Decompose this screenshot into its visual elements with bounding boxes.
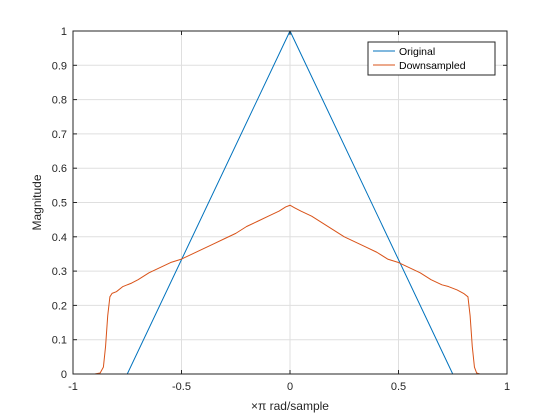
y-tick-label: 0.4: [52, 232, 67, 244]
x-tick-label: 1: [504, 381, 510, 393]
y-tick-label: 0.2: [52, 300, 67, 312]
legend-label: Original: [399, 46, 435, 58]
y-tick-label: 0.3: [52, 266, 67, 278]
y-tick-label: 0.9: [52, 60, 67, 72]
legend-box: [367, 41, 496, 76]
y-tick-label: 1: [61, 26, 67, 38]
ticks: [72, 30, 508, 375]
y-tick-label: 0.5: [52, 198, 67, 210]
y-axis-label: Magnitude: [30, 174, 44, 230]
series-line-downsampled: [73, 204, 507, 375]
y-tick-label: 0.7: [52, 129, 67, 141]
x-tick-label: -0.5: [172, 381, 191, 393]
legend-label: Downsampled: [399, 60, 466, 72]
x-tick-label: 0: [287, 381, 293, 393]
y-tick-label: 0.1: [52, 335, 67, 347]
y-tick-label: 0.6: [52, 163, 67, 175]
x-tick-label: -1: [68, 381, 78, 393]
y-tick-label: 0: [61, 369, 67, 381]
tick-labels: -1 -0.5 0 0.5 1 0 0.1 0.2 0.3 0.4 0.5 0.6 0.7 0.8 0.9 1: [52, 26, 510, 393]
x-tick-label: 0.5: [391, 381, 406, 393]
x-axis-label: ×π rad/sample: [251, 399, 329, 413]
legend: Original Downsampled: [367, 41, 496, 76]
y-tick-label: 0.8: [52, 95, 67, 107]
